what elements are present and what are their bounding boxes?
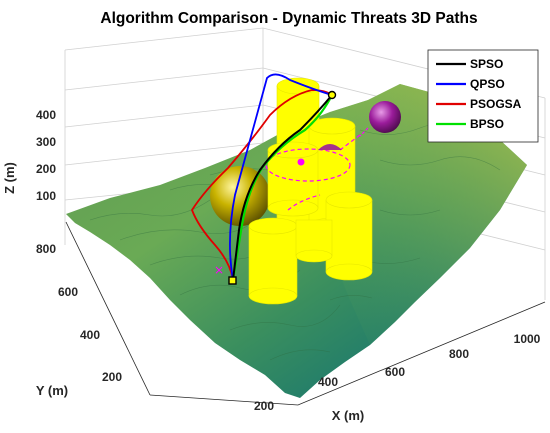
- legend-entry-spso: SPSO: [436, 57, 503, 71]
- goal-point-marker: [327, 90, 337, 100]
- legend-entry-qpso: QPSO: [436, 77, 505, 91]
- z-tick-label: 200: [36, 162, 56, 176]
- series-path-spso: [232, 94, 333, 281]
- dynamic-threat-track: [287, 194, 321, 211]
- dynamic-threat-track: [359, 127, 369, 137]
- dynamic-threat-marker: [297, 158, 305, 166]
- legend-entry-psogsa: PSOGSA: [436, 97, 522, 111]
- algorithm-paths: [191, 73, 334, 282]
- x-tick-label: 400: [318, 375, 338, 389]
- x-tick-label: 1000: [514, 332, 541, 346]
- z-axis: 400 300 200 100 Z (m): [2, 108, 56, 203]
- z-tick-label: 100: [36, 189, 56, 203]
- dynamic-threat-cross-marker: ×: [214, 263, 224, 277]
- x-tick-label: 800: [449, 347, 469, 361]
- x-tick-label: 200: [254, 399, 274, 413]
- legend-entry-bpso: BPSO: [436, 117, 504, 131]
- z-tick-label: 300: [36, 135, 56, 149]
- legend-label: SPSO: [470, 57, 503, 71]
- x-axis-label: X (m): [332, 408, 365, 423]
- y-axis-line: [65, 221, 151, 396]
- y-tick-label: 800: [36, 242, 56, 256]
- legend-label: BPSO: [470, 117, 504, 131]
- dynamic-threat-orbit: [265, 148, 351, 182]
- start-point-marker: [228, 276, 237, 285]
- threat-cylinder: [295, 219, 333, 263]
- y-axis: 800 600 400 200 Y (m): [36, 221, 151, 398]
- dynamic-threat-trajectories: [265, 134, 361, 211]
- y-tick-label: 400: [80, 328, 100, 342]
- y-tick-label: 200: [102, 370, 122, 384]
- threat-cylinder: [325, 191, 373, 281]
- legend-box: [427, 49, 539, 143]
- z-axis-label: Z (m): [2, 162, 17, 194]
- dynamic-threat-cap: [318, 144, 342, 150]
- y-tick-label: 600: [58, 285, 78, 299]
- legend-label: PSOGSA: [470, 97, 522, 111]
- y-axis-label: Y (m): [36, 383, 68, 398]
- x-tick-label: 600: [385, 365, 405, 379]
- legend-label: QPSO: [470, 77, 505, 91]
- dynamic-threat-magenta-sphere: [369, 101, 401, 133]
- chart-title: Algorithm Comparison - Dynamic Threats 3…: [100, 10, 477, 27]
- z-tick-label: 400: [36, 108, 56, 122]
- x-axis: 200 400 600 800 1000 X (m): [149, 301, 546, 423]
- series-path-qpso: [229, 73, 333, 281]
- threat-cylinder: [248, 217, 298, 305]
- series-path-psogsa: [191, 89, 333, 281]
- x-axis-line: [149, 301, 546, 406]
- legend: SPSO QPSO PSOGSA BPSO: [427, 49, 539, 143]
